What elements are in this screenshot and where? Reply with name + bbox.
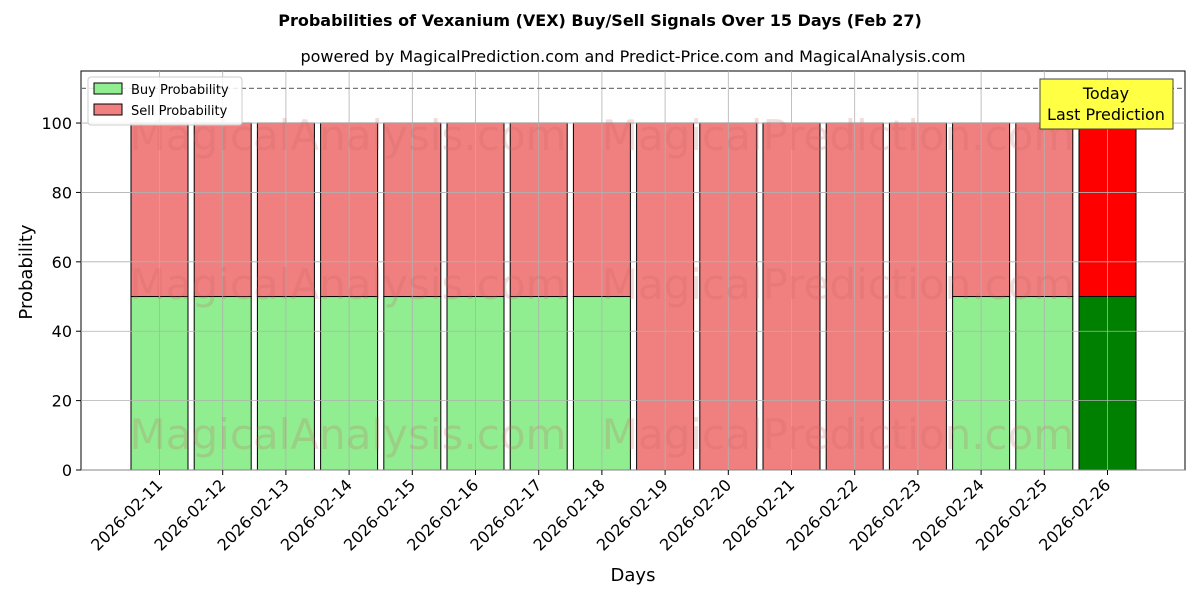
- y-tick-label: 0: [62, 461, 72, 480]
- legend-label-buy: Buy Probability: [131, 83, 229, 98]
- today-annotation-box: [1039, 78, 1174, 130]
- y-tick-label: 20: [52, 392, 72, 411]
- plot-area: MagicalAnalysis.com MagicalPrediction.com…: [41, 70, 1186, 555]
- today-annotation: Today Last Prediction: [1039, 78, 1174, 130]
- legend-swatch-buy: [93, 82, 123, 95]
- legend-label-sell: Sell Probability: [131, 104, 228, 119]
- legend-swatch-sell: [93, 103, 123, 116]
- chart-subtitle: powered by MagicalPrediction.com and Pre…: [300, 47, 965, 66]
- chart-title: Probabilities of Vexanium (VEX) Buy/Sell…: [278, 11, 922, 30]
- watermark-text: MagicalAnalysis.com: [130, 410, 567, 459]
- watermark-text: MagicalPrediction.com: [602, 410, 1075, 459]
- y-tick-label: 60: [52, 253, 72, 272]
- y-tick-label: 40: [52, 322, 72, 341]
- y-tick-label: 100: [41, 114, 72, 133]
- today-annotation-line1: Today: [1082, 84, 1129, 103]
- y-tick-label: 80: [52, 183, 72, 202]
- watermark-text: MagicalAnalysis.com: [130, 260, 567, 309]
- legend: Buy Probability Sell Probability: [87, 76, 243, 126]
- x-axis-label: Days: [611, 565, 656, 586]
- legend-frame: [87, 76, 243, 126]
- watermark-text: MagicalPrediction.com: [602, 111, 1075, 160]
- watermark-text: MagicalPrediction.com: [602, 260, 1075, 309]
- y-axis-label: Probability: [16, 224, 37, 319]
- today-annotation-line2: Last Prediction: [1047, 105, 1165, 124]
